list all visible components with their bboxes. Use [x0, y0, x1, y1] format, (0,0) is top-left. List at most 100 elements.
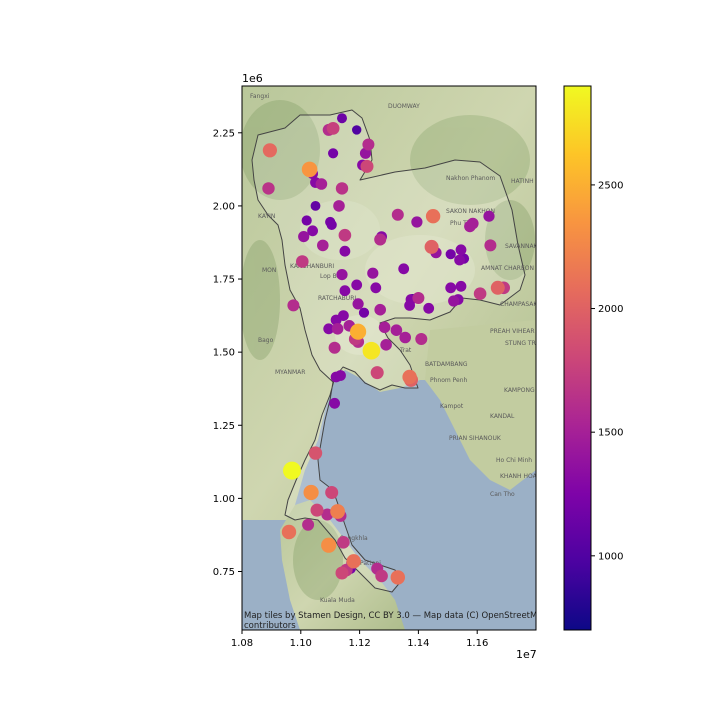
colorbar-tick-label: 1000: [598, 551, 623, 562]
map-label: Kampot: [440, 403, 464, 410]
map-point: [474, 287, 487, 300]
map-label: BATDAMBANG: [425, 361, 468, 368]
map-point: [425, 240, 439, 254]
x-tick-label: 1.14: [407, 638, 429, 649]
map-label: KANDAL: [490, 413, 515, 420]
map-label: PRIAN SIHANOUK: [449, 435, 502, 442]
map-point: [339, 229, 352, 242]
x-tick-label: 1.12: [348, 638, 370, 649]
map-point: [402, 370, 416, 384]
map-point: [448, 295, 459, 306]
map-point: [423, 303, 434, 314]
map-point: [327, 220, 337, 230]
map-label: MYANMAR: [275, 369, 305, 376]
map-label: HATINH: [511, 178, 534, 185]
map-basemap: DUOMWAY Fangxi KAYIN MON SAKON NAKHON AM…: [240, 86, 554, 631]
map-point: [454, 255, 465, 266]
map-point: [353, 298, 364, 309]
map-point: [329, 398, 340, 409]
map-label: KAMPONG CHAM: [504, 387, 554, 394]
map-label: PREAH VIHEAR: [490, 328, 535, 335]
map-point: [337, 113, 347, 123]
map-point: [311, 504, 324, 517]
map-point: [352, 125, 361, 134]
map-point: [317, 240, 329, 252]
map-point: [340, 285, 351, 296]
map-label: MON: [262, 267, 276, 274]
map-point: [375, 570, 388, 583]
map-point: [483, 211, 494, 222]
map-point: [374, 234, 386, 246]
map-label: STUNG TRENG: [505, 340, 549, 347]
map-point: [374, 304, 386, 316]
map-label: DUOMWAY: [388, 103, 420, 110]
map-point: [399, 332, 411, 344]
map-point: [361, 160, 374, 173]
map-point: [298, 231, 309, 242]
map-point: [335, 370, 346, 381]
map-point: [311, 201, 321, 211]
map-point: [340, 246, 351, 257]
map-point: [302, 215, 312, 225]
map-label: Ho Chi Minh: [496, 457, 532, 464]
map-point: [302, 519, 314, 531]
y-tick-label: 2.00: [213, 201, 235, 212]
colorbar: [564, 86, 591, 630]
y-tick-label: 0.75: [213, 567, 235, 578]
colorbar-ticks: 1000 1500 2000 2500: [591, 180, 623, 562]
map-point: [446, 249, 456, 259]
map-point: [316, 178, 328, 190]
x-tick-label: 1.08: [231, 638, 253, 649]
map-point: [359, 308, 369, 318]
map-point: [371, 366, 384, 379]
map-point: [347, 554, 361, 568]
map-point: [337, 536, 350, 549]
map-label: Can Tho: [490, 491, 515, 498]
map-point: [367, 268, 378, 279]
map-point: [330, 504, 345, 519]
map-point: [325, 486, 338, 499]
map-point: [287, 299, 299, 311]
map-point: [456, 244, 467, 255]
y-axis: 0.75 1.00 1.25 1.50 1.75 2.00 2.25: [213, 128, 242, 578]
map-label: Fangxi: [250, 93, 270, 100]
map-point: [302, 162, 318, 178]
basemap-attribution: Map tiles by Stamen Design, CC BY 3.0 — …: [244, 611, 548, 621]
map-point: [404, 300, 415, 311]
y-tick-label: 1.50: [213, 348, 235, 359]
map-point: [329, 342, 341, 354]
y-tick-label: 1.25: [213, 421, 235, 432]
y-tick-label: 1.75: [213, 275, 235, 286]
map-point: [456, 281, 467, 292]
y-axis-offset-label: 1e6: [242, 72, 263, 85]
map-point: [263, 143, 277, 157]
map-point: [391, 570, 405, 584]
map-label: Trat: [399, 347, 412, 354]
map-point: [262, 182, 274, 194]
map-point: [380, 339, 392, 351]
map-point: [296, 255, 309, 268]
map-point: [491, 281, 505, 295]
map-point: [412, 292, 424, 304]
map-point: [484, 239, 496, 251]
map-point: [327, 122, 340, 135]
map-point: [370, 282, 381, 293]
map-point: [350, 324, 366, 340]
map-label: CHAMPASAK: [500, 301, 538, 308]
map-point: [282, 525, 296, 539]
y-tick-label: 2.25: [213, 128, 235, 139]
map-point: [304, 485, 319, 500]
map-label: AMNAT CHAREON: [481, 265, 534, 272]
map-label: KHANH HOA: [500, 473, 538, 480]
map-point: [332, 323, 344, 335]
map-point: [336, 182, 348, 194]
colorbar-tick-label: 1500: [598, 428, 623, 439]
x-tick-label: 1.16: [466, 638, 488, 649]
colorbar-tick-label: 2000: [598, 304, 623, 315]
map-point: [415, 333, 427, 345]
map-point: [363, 342, 381, 360]
map-point: [362, 139, 374, 151]
map-point: [445, 282, 456, 293]
map-label: Kuala Muda: [320, 597, 355, 604]
